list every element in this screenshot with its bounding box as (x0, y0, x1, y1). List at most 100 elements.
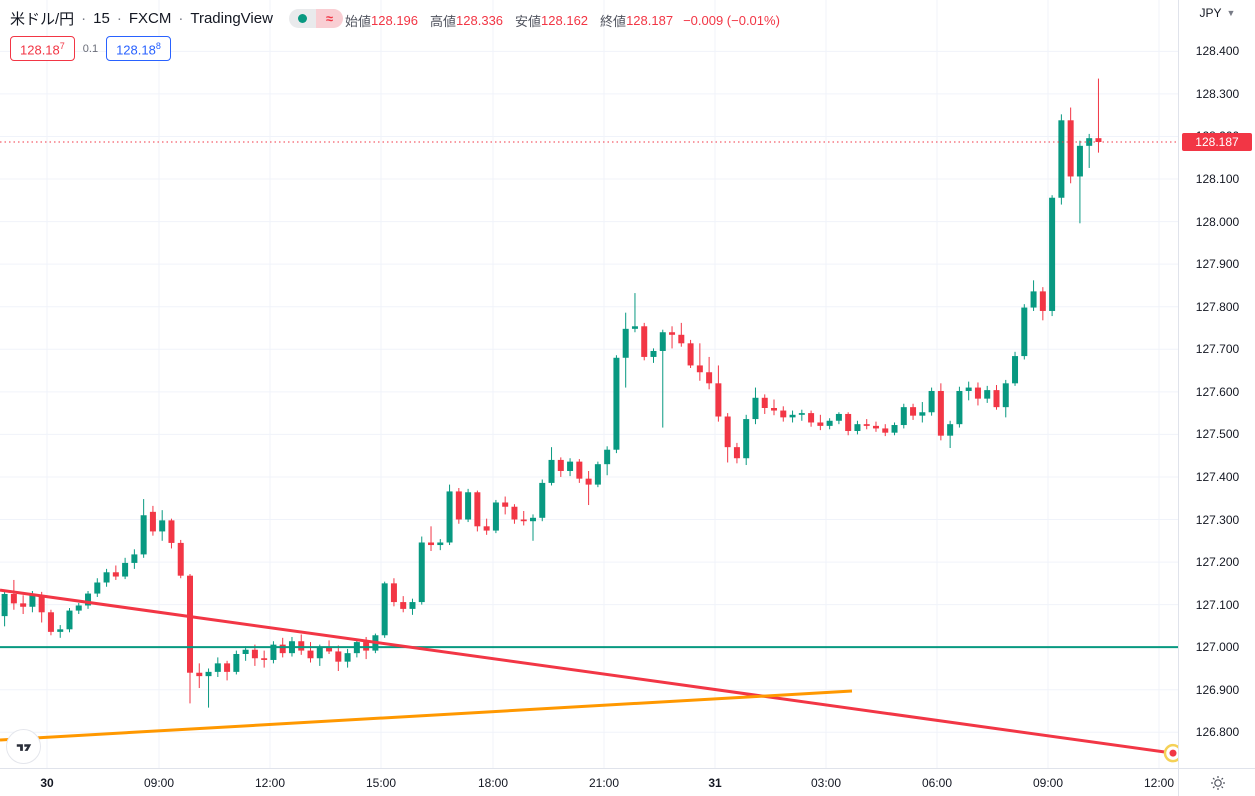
candle-body (1039, 291, 1046, 311)
candle-body (381, 583, 388, 636)
candle-body (316, 647, 323, 659)
candle-body (724, 416, 731, 448)
axis-settings-button[interactable] (1178, 768, 1255, 796)
spread-value: 0.1 (82, 42, 99, 55)
candle-body (585, 478, 592, 485)
time-tick-label: 03:00 (810, 776, 842, 790)
trendline-endpoint-dot (1169, 749, 1177, 757)
candle-body (428, 542, 435, 546)
candle-body (140, 515, 147, 555)
candle-body (390, 583, 397, 603)
candle-body (149, 511, 156, 532)
change-value: −0.009 (−0.01%) (683, 13, 780, 28)
candle-body (937, 390, 944, 436)
candle-body (650, 350, 657, 357)
trendline-ascending-support[interactable] (0, 689, 853, 742)
candle-body (242, 649, 249, 654)
sell-bid-button[interactable]: 128.187 (10, 36, 75, 62)
candle-body (576, 461, 583, 479)
candle-body (307, 650, 314, 659)
candle-body (196, 672, 203, 677)
candle-body (1012, 356, 1019, 384)
title-separator: · (116, 10, 122, 27)
candle-body (835, 413, 842, 421)
interval-label[interactable]: 15 (93, 10, 110, 27)
candle-body (20, 603, 27, 607)
candle-body (344, 653, 351, 662)
candle-body (112, 572, 119, 577)
symbol-title[interactable]: 米ドル/円 · 15 · FXCM · TradingView ≈ (10, 8, 343, 29)
time-tick-label: 12:00 (254, 776, 286, 790)
candle-body (1002, 383, 1009, 408)
candle-body (919, 412, 926, 416)
candle-body (631, 326, 638, 329)
price-tick-label: 127.500 (1195, 427, 1240, 442)
title-separator: · (178, 10, 184, 27)
candle-body (798, 413, 805, 415)
candle-body (483, 526, 490, 531)
ohlc-legend: 始値 128.196 高値 128.336 安値 128.162 終値 128.187 … (345, 11, 780, 30)
price-chart[interactable]: 米ドル/円 · 15 · FXCM · TradingView ≈ 始値 128.… (0, 0, 1178, 768)
candle-body (539, 482, 546, 518)
candle-body (94, 582, 101, 594)
exchange-label[interactable]: FXCM (128, 10, 172, 27)
market-open-indicator[interactable] (288, 9, 316, 28)
candle-body (984, 390, 991, 399)
candle-body (947, 424, 954, 436)
price-axis[interactable]: JPY ▼ 128.400128.300128.200128.100128.00… (1178, 0, 1255, 768)
candle-body (706, 372, 713, 384)
candle-body (85, 593, 92, 606)
price-tick-label: 126.900 (1195, 682, 1240, 697)
candle-body (567, 461, 574, 471)
candle-body (103, 572, 110, 583)
candle-body (854, 424, 861, 431)
buy-ask-button[interactable]: 128.188 (106, 36, 171, 62)
time-tick-label: 15:00 (365, 776, 397, 790)
candle-body (780, 410, 787, 418)
candle-body (845, 413, 852, 431)
time-tick-label: 31 (708, 776, 722, 790)
candle-body (752, 397, 759, 420)
candle-body (771, 408, 778, 411)
candle-body (872, 425, 879, 429)
candle-body (956, 390, 963, 425)
candle-body (557, 459, 564, 471)
candle-body (622, 328, 629, 358)
time-tick-label: 18:00 (477, 776, 509, 790)
candle-body (409, 602, 416, 609)
symbol-name[interactable]: 米ドル/円 (10, 11, 75, 28)
price-tick-label: 127.800 (1195, 299, 1240, 314)
candle-body (400, 602, 407, 609)
price-tick-label: 127.100 (1195, 597, 1240, 612)
candle-body (279, 644, 286, 654)
price-tick-label: 127.200 (1195, 555, 1240, 570)
candle-body (965, 387, 972, 391)
ask-value: 128.18 (116, 42, 156, 58)
time-axis[interactable]: 30 09:00 12:00 15:00 18:00 21:00 31 03:00 06:00 0… (0, 768, 1178, 796)
candle-body (974, 387, 981, 399)
time-tick-label: 30 (40, 776, 54, 790)
candle-body (270, 644, 277, 660)
candle-body (29, 595, 36, 607)
candle-body (177, 542, 184, 576)
currency-dropdown[interactable]: JPY ▼ (1179, 6, 1255, 20)
tradingview-logo[interactable] (6, 729, 41, 764)
low-value: 128.162 (541, 13, 589, 28)
price-tick-label: 127.300 (1195, 512, 1240, 527)
candle-body (594, 464, 601, 485)
delayed-data-indicator[interactable]: ≈ (315, 9, 343, 28)
open-value: 128.196 (371, 13, 419, 28)
market-status-toggle[interactable]: ≈ (288, 9, 343, 28)
candle-body (298, 641, 305, 651)
candle-body (474, 492, 481, 527)
trendline-descending-resistance[interactable] (0, 588, 1174, 755)
candle-body (529, 517, 536, 522)
chart-canvas[interactable] (0, 0, 1178, 768)
candle-body (75, 605, 82, 611)
quote-row: 128.187 0.1 128.188 (10, 36, 171, 62)
candle-body (122, 562, 129, 577)
open-label: 始値 (345, 14, 372, 29)
time-tick-label: 21:00 (588, 776, 620, 790)
platform-label: TradingView (190, 10, 273, 27)
